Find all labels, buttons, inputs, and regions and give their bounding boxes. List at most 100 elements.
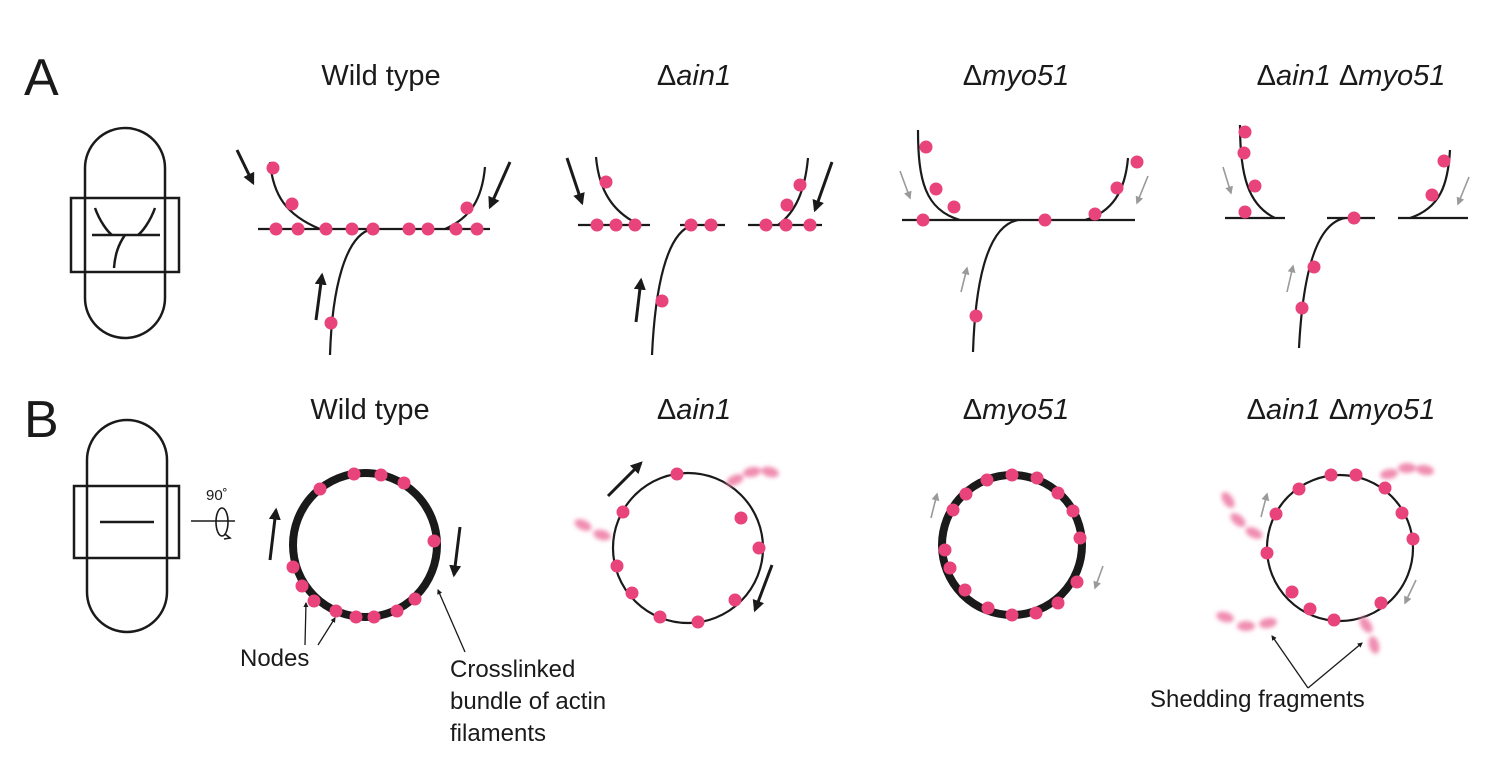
node	[390, 604, 404, 618]
node	[1038, 213, 1052, 227]
arrow	[449, 526, 462, 578]
node	[610, 559, 624, 573]
node	[752, 541, 766, 555]
node	[319, 222, 333, 236]
node	[803, 218, 817, 232]
node	[653, 610, 667, 624]
title-a-double: Δain1 Δmyo51	[1257, 62, 1446, 91]
node	[1073, 531, 1087, 545]
node	[1130, 155, 1144, 169]
node	[670, 467, 684, 481]
node	[1110, 181, 1124, 195]
node	[269, 222, 283, 236]
node	[1378, 481, 1392, 495]
a-double	[1222, 124, 1470, 349]
node	[1030, 471, 1044, 485]
actin-filament	[444, 166, 487, 231]
node	[609, 218, 623, 232]
delta-symbol: Δ	[1328, 394, 1349, 426]
node	[460, 201, 474, 215]
node	[1248, 179, 1262, 193]
node	[266, 161, 280, 175]
node	[1303, 602, 1317, 616]
node	[408, 592, 422, 606]
actin-filament	[971, 218, 1019, 353]
node	[1307, 260, 1321, 274]
node	[1051, 596, 1065, 610]
node	[691, 615, 705, 629]
gene-label: myo51	[1348, 394, 1436, 426]
actin-filament	[1297, 216, 1346, 349]
node	[1260, 546, 1274, 560]
delta-symbol: Δ	[656, 394, 677, 426]
node	[397, 476, 411, 490]
node	[286, 560, 300, 574]
gene-label: ain1	[1276, 60, 1331, 92]
gene-label: myo51	[1358, 60, 1446, 92]
actin-filament	[594, 156, 641, 226]
rotation-icon	[191, 507, 235, 540]
arrow	[1135, 175, 1149, 205]
panel-a-letter: A	[24, 49, 59, 107]
arrow	[930, 492, 940, 519]
title-b-ain1: Δain1	[657, 396, 731, 425]
arrow	[1456, 176, 1470, 206]
title-b-wild-type: Wild type	[310, 394, 430, 426]
pointer-line	[1307, 642, 1363, 689]
b-ain1	[574, 461, 779, 629]
pointer-line	[437, 589, 466, 653]
node	[1238, 205, 1252, 219]
actin-ring	[1265, 473, 1415, 623]
node	[1066, 504, 1080, 518]
node	[349, 610, 363, 624]
delta-symbol: Δ	[962, 60, 983, 92]
b-double	[1216, 463, 1434, 689]
node	[734, 511, 748, 525]
node	[590, 218, 604, 232]
node	[367, 610, 381, 624]
title-a-ain1: Δain1	[657, 62, 731, 91]
delta-symbol: Δ	[962, 394, 983, 426]
bundle-label-line1: Crosslinked	[450, 656, 576, 683]
title-b-double: Δain1 Δmyo51	[1247, 396, 1436, 425]
node	[470, 222, 484, 236]
node	[779, 218, 793, 232]
node	[345, 222, 359, 236]
node	[969, 309, 983, 323]
node	[1238, 125, 1252, 139]
delta-symbol: Δ	[1256, 60, 1277, 92]
node	[1292, 482, 1306, 496]
delta-symbol: Δ	[1246, 394, 1267, 426]
title-a-myo51: Δmyo51	[963, 62, 1069, 91]
shed-fragment	[1380, 463, 1434, 480]
actin-filament	[1238, 124, 1276, 219]
shed-fragment	[1221, 492, 1263, 539]
arrow	[1286, 264, 1296, 293]
title-b-myo51: Δmyo51	[963, 396, 1069, 425]
node	[402, 222, 416, 236]
arrow	[752, 564, 774, 613]
node	[1374, 596, 1388, 610]
actin-filament	[328, 227, 373, 356]
node	[449, 222, 463, 236]
panel-b-letter: B	[24, 391, 59, 449]
title-a-wild-type: Wild type	[321, 60, 441, 92]
node	[1327, 613, 1341, 627]
actin-filament	[777, 157, 810, 226]
delta-symbol: Δ	[1338, 60, 1359, 92]
pointer-line	[317, 617, 336, 646]
arrow	[1093, 565, 1104, 590]
node	[780, 198, 794, 212]
arrow	[899, 170, 912, 200]
node	[759, 218, 773, 232]
node	[1088, 207, 1102, 221]
arrow	[1260, 492, 1270, 518]
node	[947, 200, 961, 214]
node	[374, 468, 388, 482]
node	[655, 294, 669, 308]
node	[291, 222, 305, 236]
node	[919, 140, 933, 154]
node	[793, 178, 807, 192]
node	[1285, 585, 1299, 599]
